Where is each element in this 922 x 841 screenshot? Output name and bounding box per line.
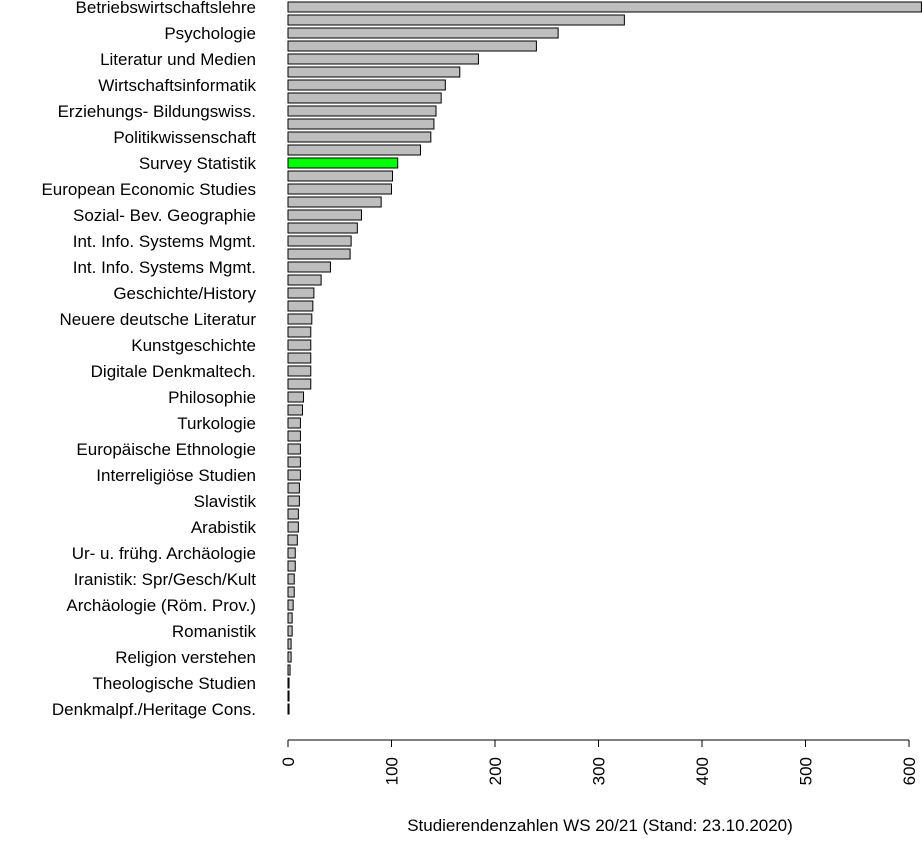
category-label: Int. Info. Systems Mgmt. — [73, 258, 256, 277]
bar — [287, 456, 301, 468]
bar — [287, 157, 399, 169]
x-tick-label: 0 — [279, 757, 298, 766]
bar — [287, 417, 301, 429]
bar — [287, 638, 292, 650]
category-label: Digitale Denkmaltech. — [91, 362, 256, 381]
bar — [287, 261, 331, 273]
bar — [287, 326, 312, 338]
bar — [287, 599, 294, 611]
bar — [287, 495, 300, 507]
bar — [287, 404, 303, 416]
bar — [287, 664, 291, 676]
x-tick-label: 200 — [486, 757, 505, 785]
bar — [287, 66, 461, 78]
category-label: Literatur und Medien — [100, 50, 256, 69]
bar — [287, 469, 301, 481]
bar — [287, 508, 299, 520]
x-tick-label: 500 — [797, 757, 816, 785]
category-label: Denkmalpf./Heritage Cons. — [52, 700, 256, 719]
bar — [287, 612, 293, 624]
category-labels-layer: Betriebswirtschaftslehre Psychologie Liter… — [41, 0, 256, 719]
category-label: Politikwissenschaft — [113, 128, 256, 147]
bar — [287, 1, 922, 13]
bar — [287, 625, 293, 637]
x-axis: 0 100 200 300 400 500 600 — [279, 739, 919, 785]
bar — [287, 534, 298, 546]
bar — [287, 677, 290, 689]
bar — [287, 170, 394, 182]
bar — [287, 40, 537, 52]
bar — [287, 313, 313, 325]
bar — [287, 703, 290, 715]
bar — [287, 651, 292, 663]
category-label: Archäologie (Röm. Prov.) — [66, 596, 256, 615]
bar — [287, 183, 392, 195]
category-label: Geschichte/History — [113, 284, 256, 303]
bar — [287, 365, 312, 377]
category-label: Kunstgeschichte — [131, 336, 256, 355]
category-label: Arabistik — [191, 518, 257, 537]
bar — [287, 92, 442, 104]
x-tick-label: 600 — [900, 757, 919, 785]
bar — [287, 14, 625, 26]
x-axis-title: Studierendenzahlen WS 20/21 (Stand: 23.1… — [407, 816, 793, 835]
bar — [287, 586, 295, 598]
bar — [287, 27, 559, 39]
category-label: European Economic Studies — [41, 180, 256, 199]
bar — [287, 131, 432, 143]
bar — [287, 144, 421, 156]
bar — [287, 222, 358, 234]
category-label: Sozial- Bev. Geographie — [73, 206, 256, 225]
bar — [287, 690, 290, 702]
bar — [287, 287, 315, 299]
bar — [287, 521, 299, 533]
category-label: Turkologie — [177, 414, 256, 433]
bar — [287, 53, 479, 65]
category-label: Survey Statistik — [139, 154, 257, 173]
x-tick-label: 300 — [590, 757, 609, 785]
x-tick-label: 100 — [383, 757, 402, 785]
x-tick-label: 400 — [693, 757, 712, 785]
bar — [287, 339, 312, 351]
category-label: Psychologie — [164, 24, 256, 43]
bar — [287, 274, 322, 286]
category-label: Theologische Studien — [92, 674, 256, 693]
category-label: Wirtschaftsinformatik — [98, 76, 256, 95]
bar — [287, 235, 352, 247]
category-label: Interreligiöse Studien — [96, 466, 256, 485]
category-label: Betriebswirtschaftslehre — [76, 0, 256, 17]
bar — [287, 196, 382, 208]
bar — [287, 378, 312, 390]
bar — [287, 209, 362, 221]
bar — [287, 248, 351, 260]
category-label: Romanistik — [172, 622, 257, 641]
bar — [287, 560, 296, 572]
bar — [287, 300, 314, 312]
bar — [287, 79, 446, 91]
category-label: Ur- u. frühg. Archäologie — [72, 544, 256, 563]
category-label: Erziehungs- Bildungswiss. — [58, 102, 256, 121]
bar — [287, 443, 301, 455]
bar — [287, 391, 305, 403]
category-label: Iranistik: Spr/Gesch/Kult — [74, 570, 257, 589]
category-label: Religion verstehen — [115, 648, 256, 667]
bar — [287, 547, 296, 559]
bar — [287, 482, 300, 494]
category-label: Europäische Ethnologie — [76, 440, 256, 459]
category-label: Int. Info. Systems Mgmt. — [73, 232, 256, 251]
bar — [287, 430, 301, 442]
category-label: Philosophie — [168, 388, 256, 407]
bars-layer — [287, 1, 922, 715]
bar — [287, 118, 435, 130]
bar — [287, 573, 295, 585]
category-label: Slavistik — [194, 492, 257, 511]
category-label: Neuere deutsche Literatur — [59, 310, 256, 329]
bar — [287, 105, 437, 117]
bar — [287, 352, 312, 364]
